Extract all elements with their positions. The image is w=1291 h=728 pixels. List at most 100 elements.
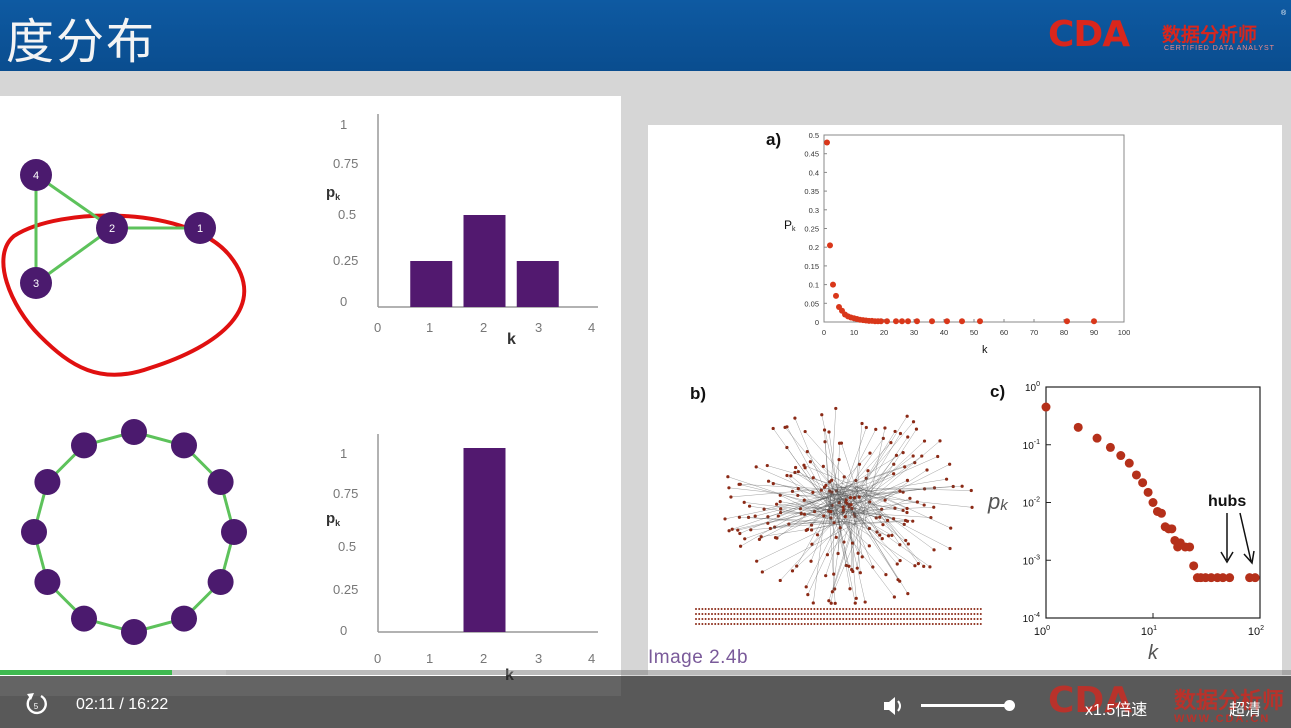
network-node bbox=[778, 623, 781, 625]
data-point bbox=[1189, 561, 1199, 571]
network-node bbox=[941, 613, 944, 615]
network-node bbox=[851, 623, 854, 625]
network-node bbox=[906, 591, 910, 596]
y-tick-label: 0.5 bbox=[338, 539, 356, 554]
network-node bbox=[733, 613, 736, 615]
network-edge bbox=[844, 493, 909, 545]
network-node bbox=[757, 537, 762, 541]
network-node bbox=[733, 623, 736, 625]
cda-watermark: CDA 数据分析师 WWW.CDA.CN bbox=[1048, 680, 1291, 728]
network-edge bbox=[852, 489, 861, 573]
replay-icon[interactable]: 5 bbox=[22, 690, 50, 718]
network-node bbox=[771, 623, 774, 625]
bars-group-2 bbox=[463, 448, 506, 632]
network-node bbox=[915, 608, 918, 610]
x-tick-label: 0 bbox=[374, 651, 381, 666]
network-node bbox=[833, 601, 837, 605]
network-node bbox=[938, 618, 941, 620]
tick-exponent: 0 bbox=[1046, 625, 1050, 632]
network-node bbox=[967, 613, 969, 615]
network-node bbox=[970, 618, 973, 620]
quality-button[interactable]: 超清 bbox=[1229, 702, 1262, 719]
tick-exponent: -3 bbox=[1034, 554, 1040, 561]
network-node bbox=[874, 623, 877, 625]
network-node bbox=[762, 623, 765, 625]
network-node bbox=[823, 623, 825, 625]
bar bbox=[463, 448, 506, 632]
network-node bbox=[954, 623, 957, 625]
network-node bbox=[749, 618, 752, 620]
network-node bbox=[810, 613, 813, 615]
network-node bbox=[844, 563, 848, 568]
network-node bbox=[845, 613, 848, 615]
network-node bbox=[861, 623, 864, 625]
network-node bbox=[863, 600, 867, 604]
watermark-url: WWW.CDA.CN bbox=[1174, 713, 1271, 725]
network-node bbox=[701, 613, 704, 615]
network-node bbox=[938, 613, 941, 615]
network-node bbox=[906, 608, 909, 610]
speed-button[interactable]: x1.5倍速 bbox=[1085, 702, 1148, 719]
network-node bbox=[737, 482, 741, 486]
network-node bbox=[944, 623, 947, 625]
network-node bbox=[816, 618, 819, 620]
network-node bbox=[759, 623, 761, 625]
network-node bbox=[807, 608, 809, 610]
volume-knob[interactable] bbox=[1004, 700, 1016, 711]
network-node bbox=[963, 608, 966, 610]
network-node bbox=[717, 613, 720, 615]
network-node bbox=[808, 460, 812, 464]
network-edge bbox=[858, 507, 934, 511]
data-point bbox=[1124, 458, 1134, 468]
network-node bbox=[889, 441, 893, 445]
y-tick-label: 10-3 bbox=[1023, 554, 1040, 567]
network-node bbox=[970, 608, 973, 610]
network-node bbox=[766, 521, 770, 525]
network-node bbox=[857, 495, 861, 499]
network-node bbox=[854, 596, 858, 600]
network-node bbox=[784, 618, 787, 620]
network-node bbox=[973, 618, 976, 620]
network-edge bbox=[829, 497, 855, 523]
network-edge bbox=[855, 485, 908, 509]
network-node bbox=[778, 613, 781, 615]
network-node bbox=[925, 468, 929, 472]
y-tick-label: 0.25 bbox=[333, 582, 358, 597]
y-tick-label: 0.05 bbox=[804, 299, 819, 308]
network-node bbox=[701, 623, 704, 625]
tick-exponent: 2 bbox=[1260, 625, 1264, 632]
network-node bbox=[816, 608, 819, 610]
network-node bbox=[944, 618, 947, 620]
network-node bbox=[778, 499, 782, 504]
data-point bbox=[1250, 573, 1260, 583]
network-node bbox=[775, 608, 777, 610]
data-point bbox=[1105, 442, 1115, 452]
network-edge bbox=[859, 455, 897, 502]
network-node bbox=[811, 490, 815, 494]
volume-icon[interactable] bbox=[881, 693, 907, 719]
network-node bbox=[960, 623, 963, 625]
network-node bbox=[883, 613, 886, 615]
network-edge bbox=[854, 464, 860, 522]
network-node bbox=[707, 608, 710, 610]
network-node bbox=[768, 613, 771, 615]
svg-text:5: 5 bbox=[34, 702, 39, 711]
network-node bbox=[806, 592, 810, 597]
network-node bbox=[765, 618, 768, 620]
network-node bbox=[827, 599, 831, 603]
progress-bar[interactable] bbox=[0, 670, 1291, 675]
network-node bbox=[906, 542, 910, 546]
network-edge bbox=[812, 492, 862, 497]
network-node bbox=[899, 608, 902, 610]
network-edge bbox=[773, 428, 832, 511]
network-node bbox=[890, 618, 893, 620]
network-node bbox=[823, 440, 827, 444]
network-node bbox=[714, 608, 717, 610]
network-node bbox=[848, 496, 853, 500]
network-node bbox=[906, 623, 909, 625]
network-node bbox=[730, 527, 734, 531]
volume-slider[interactable] bbox=[921, 700, 1016, 711]
bar bbox=[463, 215, 506, 307]
network-node bbox=[695, 618, 697, 620]
network-node bbox=[847, 564, 851, 568]
